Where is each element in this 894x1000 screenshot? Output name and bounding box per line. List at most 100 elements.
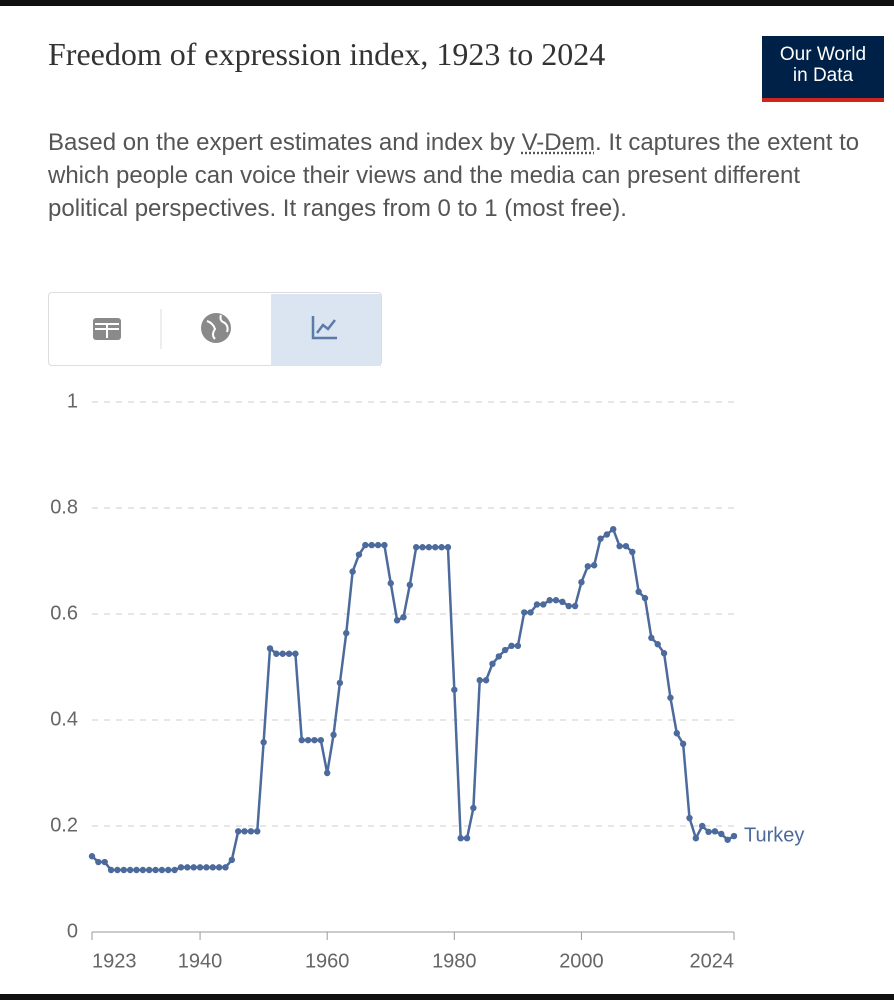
chart-title: Freedom of expression index, 1923 to 202… [48, 36, 606, 72]
point [679, 740, 687, 748]
point [660, 650, 668, 657]
subtitle-text: . It captures the extent to which people… [48, 129, 860, 222]
point [584, 563, 592, 570]
point [254, 828, 261, 835]
point [438, 544, 445, 551]
point [425, 544, 433, 551]
point [311, 736, 318, 744]
x-tick-label: 1923 [92, 950, 137, 972]
point [273, 650, 280, 657]
point [241, 828, 248, 835]
point [406, 581, 414, 589]
point [215, 864, 223, 871]
point [381, 541, 388, 549]
point [228, 856, 236, 864]
point [234, 828, 242, 835]
frame-top [0, 0, 894, 6]
x-tick-label: 1960 [305, 950, 350, 972]
logo-line: Our World [779, 44, 867, 65]
point [343, 629, 350, 637]
point [139, 866, 147, 874]
point [88, 853, 96, 860]
tab-icons [93, 294, 381, 366]
point [146, 866, 153, 874]
point [470, 804, 477, 812]
point [222, 864, 229, 871]
point [133, 866, 140, 874]
point [412, 544, 420, 551]
point [705, 828, 712, 836]
point [266, 645, 274, 652]
x-tick-label: 2000 [559, 950, 604, 972]
point [196, 864, 204, 871]
chart-tab[interactable] [271, 294, 381, 366]
source-link[interactable]: V-Dem [521, 129, 595, 156]
point [559, 598, 566, 606]
point [686, 814, 693, 822]
point [330, 731, 337, 739]
series-line [91, 527, 735, 872]
point [527, 609, 534, 616]
series-label: Turkey [744, 824, 804, 846]
y-tick-label: 0.2 [50, 814, 78, 836]
point [610, 526, 617, 533]
frame-bottom [0, 994, 894, 1000]
point [304, 736, 312, 744]
point [184, 864, 191, 871]
point [533, 601, 541, 608]
point [165, 866, 172, 874]
point [590, 562, 598, 569]
point [387, 580, 394, 587]
point [114, 866, 121, 874]
point [451, 686, 458, 693]
point [285, 650, 293, 657]
point [260, 739, 267, 746]
map-tab[interactable] [201, 313, 231, 343]
logo[interactable]: Our World in Data [762, 36, 884, 102]
view-tabs [48, 292, 382, 366]
point [419, 544, 426, 551]
table-tab[interactable] [93, 318, 121, 340]
point [400, 613, 407, 621]
point [323, 769, 331, 777]
point [654, 641, 661, 648]
point [540, 601, 547, 608]
chart-icon [311, 316, 337, 340]
x-tick-label: 1980 [432, 950, 477, 972]
point [603, 531, 611, 538]
point [126, 866, 134, 874]
point [552, 597, 560, 604]
y-tick-label: 0.4 [50, 708, 78, 730]
point [292, 650, 299, 657]
point [629, 548, 636, 556]
point [711, 828, 719, 835]
point [667, 694, 674, 701]
point [107, 866, 115, 874]
point [730, 832, 738, 840]
point [120, 866, 127, 874]
point [521, 609, 528, 616]
point [718, 830, 725, 838]
point [476, 677, 483, 684]
point [374, 541, 382, 549]
y-tick-label: 0.8 [50, 496, 78, 518]
point [565, 602, 572, 610]
point [571, 602, 579, 610]
point [298, 736, 305, 744]
logo-line: in Data [792, 65, 854, 86]
point [699, 822, 706, 830]
point [393, 617, 401, 624]
point [482, 677, 490, 684]
point [349, 568, 356, 575]
point [724, 836, 731, 843]
point [171, 866, 178, 874]
point [635, 588, 642, 595]
x-tick-label: 2024 [690, 950, 735, 972]
point [616, 542, 623, 550]
point [444, 544, 452, 551]
point [317, 736, 325, 744]
point [495, 653, 503, 660]
point [463, 834, 471, 842]
